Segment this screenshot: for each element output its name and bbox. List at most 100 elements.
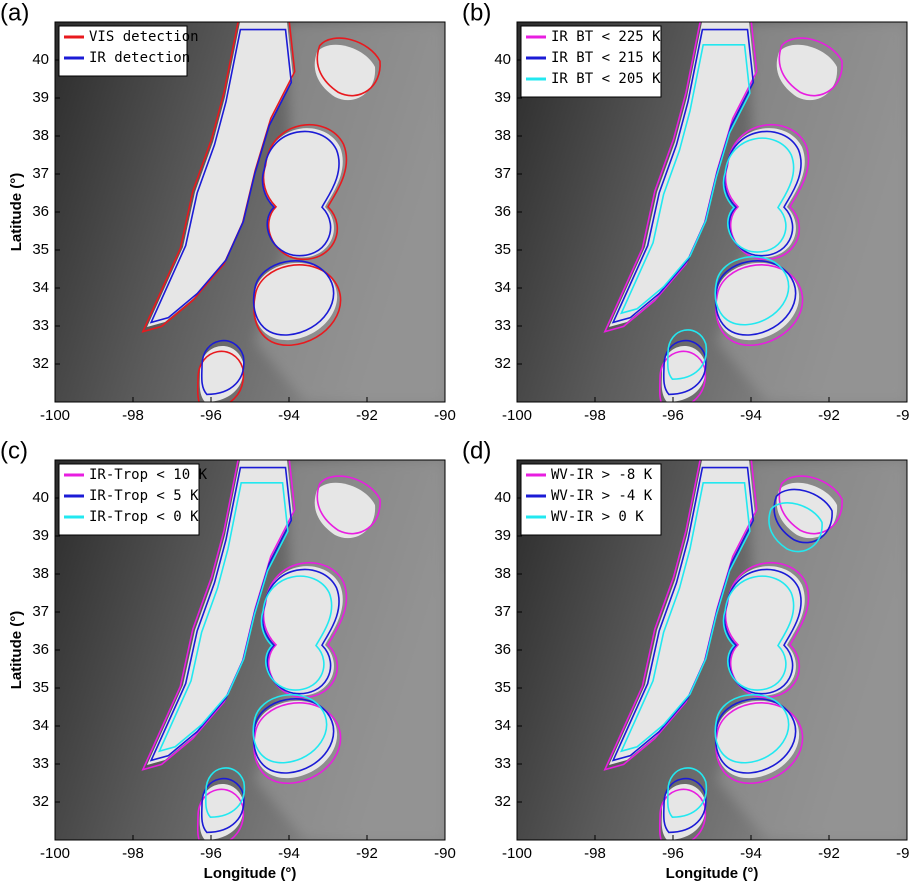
contour-line (724, 123, 810, 261)
x-tick-label: -94 (740, 845, 762, 862)
y-tick-label: 32 (494, 793, 511, 810)
contour (603, 460, 843, 840)
legend: IR-Trop < 10 K IR-Trop < 5 K IR-Trop < 0 K (58, 463, 208, 536)
contour-line (715, 264, 804, 346)
contour-line (157, 482, 289, 753)
x-tick-label: -100 (40, 407, 70, 424)
contour-line (715, 702, 804, 784)
y-tick-label: 33 (32, 755, 49, 772)
contour-line (724, 561, 810, 699)
x-axis-label: Longitude (°) (204, 865, 297, 882)
legend-label: WV-IR > -4 K (551, 488, 653, 504)
y-tick-label: 37 (32, 165, 49, 182)
contour-line (149, 28, 293, 324)
cloud (199, 783, 244, 840)
contour-line (252, 260, 335, 336)
contour-line (261, 130, 340, 257)
x-tick-label: -98 (122, 845, 144, 862)
y-tick-label: 38 (32, 565, 49, 582)
contour-line (252, 698, 335, 774)
contour-line (611, 28, 755, 324)
contour-line (141, 460, 296, 771)
contour-line (252, 693, 328, 764)
x-tick-label: -90 (896, 845, 909, 862)
cloud (715, 700, 800, 779)
contour-line (619, 44, 751, 315)
legend-label: IR BT < 215 K (551, 50, 661, 66)
y-tick-label: 36 (494, 203, 511, 220)
contour-line (722, 575, 795, 691)
contour-line (778, 475, 843, 535)
contour (611, 466, 833, 834)
panel: -100 -98 -96 -94 -92 -90 32 33 34 35 36 37 38 39 40 (c)… (0, 437, 456, 882)
contour-line (662, 339, 707, 396)
satellite-image (55, 22, 445, 402)
legend-label: IR BT < 225 K (551, 29, 661, 45)
cloud (725, 128, 805, 258)
x-tick-label: -92 (818, 407, 840, 424)
cloud (253, 262, 338, 341)
contour-line (714, 255, 790, 326)
contour (141, 22, 381, 402)
legend: IR BT < 225 K IR BT < 215 K IR BT < 205 K (520, 25, 662, 98)
contour-line (316, 475, 381, 535)
y-tick-label: 33 (32, 317, 49, 334)
y-axis-label: Latitude (°) (8, 173, 25, 252)
panel-label: (d) (462, 437, 491, 464)
y-tick-label: 38 (32, 127, 49, 144)
contour-line (723, 130, 802, 257)
contour-line (714, 693, 790, 764)
x-tick-label: -96 (662, 407, 684, 424)
y-tick-label: 34 (32, 717, 49, 734)
x-tick-label: -90 (434, 407, 456, 424)
y-tick-label: 36 (494, 641, 511, 658)
y-tick-label: 40 (494, 51, 511, 68)
y-tick-label: 34 (32, 279, 49, 296)
contour-line (316, 37, 381, 97)
contour (619, 44, 795, 381)
contour-line (666, 767, 708, 819)
contour-line (768, 502, 823, 553)
contour-line (666, 329, 708, 381)
cloud (725, 566, 805, 696)
satellite-image (55, 460, 445, 840)
x-tick-label: -94 (740, 407, 762, 424)
contour-line (262, 561, 348, 699)
cloud (661, 783, 706, 840)
contour-line (619, 482, 751, 753)
y-tick-label: 35 (494, 241, 511, 258)
contour (149, 28, 340, 396)
y-tick-label: 36 (32, 641, 49, 658)
legend-label: IR-Trop < 5 K (89, 488, 199, 504)
contour (149, 466, 340, 834)
contour-line (261, 568, 340, 695)
x-tick-label: -90 (434, 845, 456, 862)
y-tick-label: 39 (32, 89, 49, 106)
contour-line (662, 777, 707, 834)
cloud (253, 700, 338, 779)
y-tick-label: 35 (494, 679, 511, 696)
contour-line (722, 137, 795, 253)
contour-line (611, 466, 755, 762)
x-tick-label: -94 (278, 845, 300, 862)
y-tick-label: 38 (494, 565, 511, 582)
contour-line (658, 788, 707, 840)
satellite-image (517, 22, 907, 402)
contour-line (262, 123, 348, 261)
contour-line (204, 767, 246, 819)
contour-line (773, 488, 833, 544)
cloud (199, 345, 244, 402)
contour-line (714, 698, 797, 774)
x-tick-label: -94 (278, 407, 300, 424)
panel: -100 -98 -96 -94 -92 -90 32 33 34 35 36 37 38 39 40 (a)… (0, 0, 456, 424)
contour-line (200, 339, 245, 396)
y-tick-label: 40 (32, 489, 49, 506)
legend-box (58, 25, 188, 77)
y-tick-label: 35 (32, 679, 49, 696)
cloud (263, 566, 343, 696)
y-tick-label: 35 (32, 241, 49, 258)
contour-line (196, 350, 245, 402)
panel-label: (a) (0, 0, 29, 26)
contour (619, 482, 823, 819)
y-tick-label: 33 (494, 317, 511, 334)
